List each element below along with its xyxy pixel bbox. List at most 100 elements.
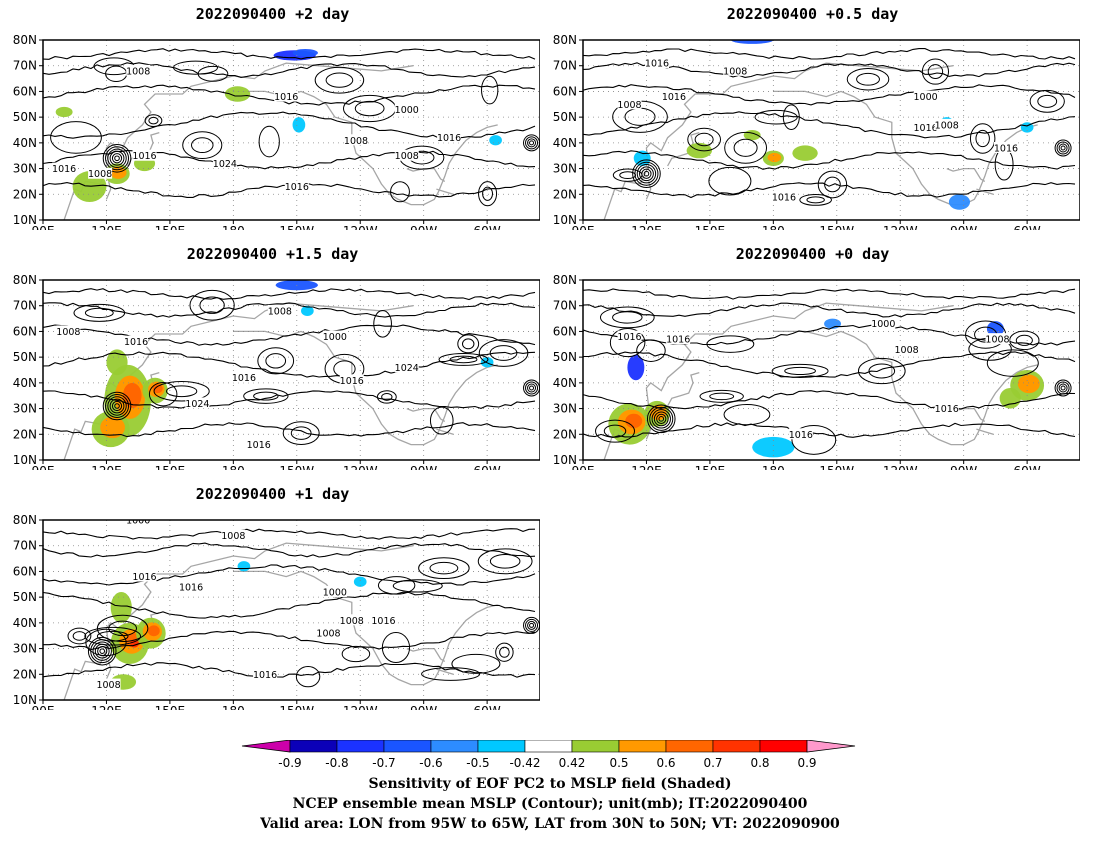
mslp-contour [791,424,837,455]
mslp-contour [489,553,521,569]
contour-label: 1008 [617,100,641,111]
coastline [406,647,446,662]
y-tick-label: 30N [553,402,577,416]
mslp-contour [699,389,744,403]
mslp-contour [43,288,536,301]
mslp-contour [84,307,114,319]
contour-label: 1016 [132,572,156,583]
sensitivity-shade [752,436,795,458]
contour-label: 1016 [232,373,256,384]
y-tick-label: 70N [553,299,577,313]
low-contour [527,620,537,630]
sensitivity-shade [999,388,1021,409]
mslp-contour [253,391,279,401]
mslp-contour [325,72,354,88]
mslp-contour [583,302,1076,318]
sensitivity-shade [489,135,502,146]
mslp-contour [429,561,459,575]
low-contour [1058,143,1068,153]
sensitivity-shade [292,49,318,57]
typhoon-contour [114,155,120,162]
mslp-contour [927,64,944,80]
sensitivity-map: 1000 1016 1016 1008 1008 1016 1016 90E 120E 150E 1… [553,273,1080,470]
typhoon-contour [646,404,676,434]
y-tick-label: 10N [13,453,37,467]
sensitivity-shade [767,152,782,163]
x-tick-label: 180 [222,464,245,470]
y-tick-label: 30N [553,162,577,176]
mslp-contour [243,388,289,404]
mslp-contour [489,345,518,361]
coastline [603,62,954,220]
low-contour [529,622,535,628]
contour-label: 1008 [395,151,419,162]
contour-label: 1008 [935,120,959,131]
sensitivity-shade [731,40,774,44]
contour-label: 1024 [185,399,209,410]
contour-label-bg [132,570,157,582]
typhoon-contour [99,648,106,654]
mslp-contour [354,100,385,117]
mslp-contour [599,306,655,329]
sensitivity-shade [301,305,314,316]
x-tick-label: 90W [950,464,977,470]
coastline [406,167,446,182]
mslp-contour [144,114,163,128]
sensitivity-shade [292,117,306,133]
x-tick-label: 120E [631,464,662,470]
x-tick-label: 180 [222,704,245,710]
coastline [773,90,1038,206]
typhoon-contour [97,646,108,657]
contour-label-bg [617,98,642,110]
contour-label: 1016 [666,335,690,346]
map-panel-plus-1-day: 2022090400 +1 day 1000 1008 1016 1016 1000 10… [5,485,540,713]
y-tick-label: 20N [553,187,577,201]
colorbar-label: -0.8 [325,756,348,770]
contour-label: 1000 [323,588,347,599]
typhoon-contour [109,398,125,414]
coastline [105,181,112,200]
mslp-contour [43,662,536,678]
x-tick-label: 150E [695,224,726,230]
mslp-contour [451,653,501,674]
mslp-contour [85,628,127,657]
typhoon-contour [87,636,117,666]
sensitivity-shade [110,592,132,623]
contour-label: 1024 [213,159,237,170]
y-tick-label: 20N [13,427,37,441]
map-frame [42,279,540,461]
y-tick-label: 60N [13,324,37,338]
colorbar-high-arrow [806,740,856,753]
typhoon-contour [105,394,130,418]
y-tick-label: 40N [553,136,577,150]
contour-label: 1008 [96,680,120,691]
mslp-contour [583,48,1076,60]
contour-label: 1008 [985,335,1009,346]
contour-label: 1008 [221,531,245,542]
contour-label: 1016 [371,616,395,627]
colorbar-label: 0.8 [750,756,769,770]
mslp-contour [165,385,198,398]
mslp-contour [583,288,1076,300]
mslp-contour [418,557,470,580]
x-tick-label: 60W [474,224,501,230]
mslp-contour [481,75,499,105]
mslp-contour [43,150,536,170]
contour-label: 1016 [274,92,298,103]
mslp-contour [258,125,280,158]
y-tick-label: 60N [553,84,577,98]
caption-valid-area: Valid area: LON from 95W to 65W, LAT fro… [260,816,840,832]
mslp-contour [43,564,536,586]
mslp-contour [43,591,536,619]
mslp-contour [583,84,1076,106]
low-contour [525,618,539,632]
contour-label-bg [985,333,1010,345]
mslp-contour [73,303,126,322]
y-tick-label: 50N [553,110,577,124]
y-tick-label: 40N [13,376,37,390]
contour-label: 1016 [285,182,309,193]
contour-label-bg [185,397,210,409]
mslp-contour [609,328,646,358]
mslp-contour [817,170,848,199]
